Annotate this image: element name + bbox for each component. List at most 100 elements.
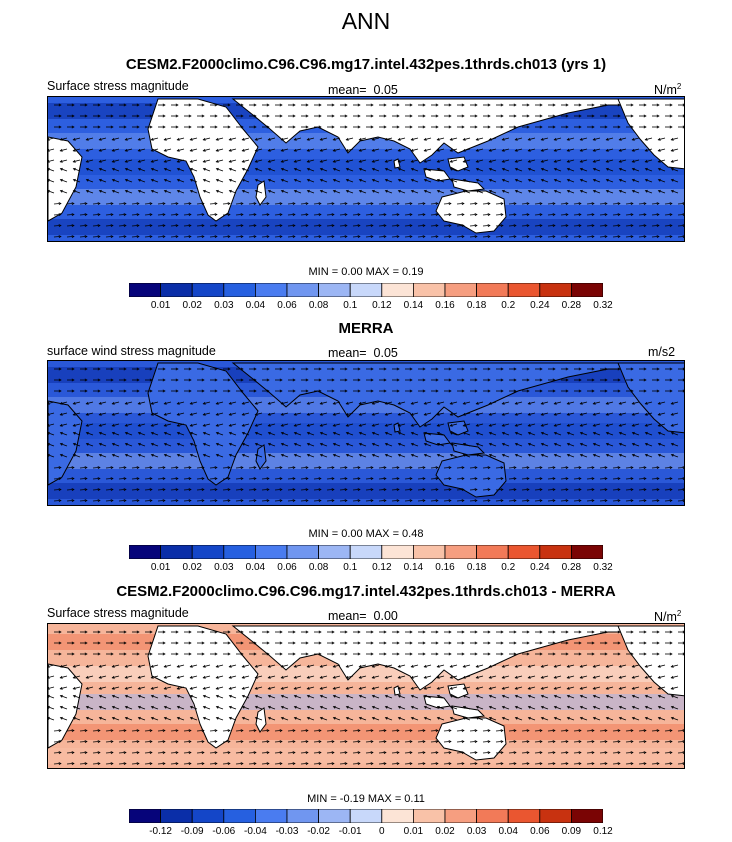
wind-vector xyxy=(398,190,406,194)
wind-vector-head xyxy=(500,224,504,228)
wind-vector-head xyxy=(97,499,101,503)
wind-vector-head xyxy=(565,389,569,393)
wind-vector-head xyxy=(669,488,673,492)
wind-vector xyxy=(430,202,439,205)
wind-vector xyxy=(541,443,549,447)
wind-vector-head xyxy=(163,664,167,668)
wind-vector-head xyxy=(435,488,439,492)
wind-vector-head xyxy=(188,729,192,733)
wind-vector xyxy=(482,466,491,469)
wind-vector-head xyxy=(514,453,518,457)
wind-vector xyxy=(599,751,608,754)
wind-vector-head xyxy=(279,213,283,217)
wind-vector xyxy=(450,706,458,710)
wind-vector-head xyxy=(176,148,180,152)
wind-vector-head xyxy=(578,202,582,206)
wind-vector xyxy=(593,686,601,690)
wind-vector xyxy=(567,454,575,458)
wind-vector-head xyxy=(566,148,570,152)
colorbar-box xyxy=(349,809,383,823)
wind-vector-head xyxy=(618,159,622,163)
wind-vector-head xyxy=(474,224,478,228)
wind-vector xyxy=(48,168,55,172)
wind-vector xyxy=(274,762,283,765)
wind-vector xyxy=(664,740,673,743)
wind-vector xyxy=(307,168,315,172)
wind-vector-head xyxy=(279,389,283,393)
wind-vector-head xyxy=(215,148,219,152)
wind-vector-head xyxy=(449,686,453,690)
wind-vector-head xyxy=(670,148,674,152)
mean-value: 0.05 xyxy=(373,346,398,360)
wind-vector-head xyxy=(552,740,556,744)
wind-vector-head xyxy=(488,664,492,668)
wind-vector xyxy=(339,224,348,227)
wind-vector-head xyxy=(279,114,283,118)
wind-vector-head xyxy=(605,167,609,171)
wind-vector-head xyxy=(124,664,128,668)
wind-vector-head xyxy=(501,401,505,405)
wind-vector xyxy=(573,202,582,205)
wind-vector xyxy=(528,168,536,172)
wind-vector-head xyxy=(280,686,284,690)
wind-vector xyxy=(99,423,107,427)
wind-vector-head xyxy=(669,740,673,744)
wind-vector-head xyxy=(670,716,674,720)
wind-vector xyxy=(164,432,172,436)
wind-vector-head xyxy=(630,740,634,744)
wind-vector xyxy=(248,202,257,205)
wind-vector xyxy=(294,190,302,194)
wind-vector xyxy=(320,695,328,699)
wind-vector xyxy=(593,706,601,710)
wind-vector-head xyxy=(59,167,63,171)
wind-vector xyxy=(229,717,237,721)
wind-vector-head xyxy=(111,664,115,668)
wind-vector-head xyxy=(201,740,205,744)
wind-vector-head xyxy=(579,401,583,405)
wind-vector-head xyxy=(202,442,206,446)
wind-vector xyxy=(528,148,536,152)
wind-vector-head xyxy=(84,125,88,129)
wind-vector-head xyxy=(241,675,245,679)
wind-vector-head xyxy=(266,202,270,206)
wind-vector-head xyxy=(371,705,375,709)
wind-vector xyxy=(60,717,68,721)
wind-vector-head xyxy=(631,148,635,152)
wind-vector xyxy=(424,423,432,427)
wind-vector xyxy=(125,168,133,172)
wind-vector-head xyxy=(240,488,244,492)
wind-vector xyxy=(48,432,55,436)
wind-vector-head xyxy=(592,442,596,446)
wind-vector-head xyxy=(592,686,596,690)
wind-vector-head xyxy=(396,630,400,634)
wind-vector-head xyxy=(566,159,570,163)
wind-vector-head xyxy=(253,641,257,645)
wind-vector-head xyxy=(331,762,335,766)
wind-vector-head xyxy=(488,431,492,435)
wind-vector xyxy=(261,499,270,502)
wind-vector-head xyxy=(345,159,349,163)
wind-vector-head xyxy=(604,202,608,206)
wind-vector-head xyxy=(526,103,530,107)
wind-vector xyxy=(105,224,114,227)
wind-vector-head xyxy=(357,224,361,228)
wind-vector-head xyxy=(240,466,244,470)
wind-vector-head xyxy=(657,694,661,698)
wind-vector-head xyxy=(136,499,140,503)
wind-vector-head xyxy=(98,705,102,709)
wind-vector-head xyxy=(279,630,283,634)
wind-vector-head xyxy=(643,103,647,107)
wind-vector xyxy=(307,706,315,710)
wind-vector xyxy=(534,762,543,765)
wind-vector xyxy=(313,224,322,227)
wind-vector-head xyxy=(682,630,684,634)
wind-vector-head xyxy=(539,499,543,503)
wind-vector-head xyxy=(527,442,531,446)
wind-vector xyxy=(294,706,302,710)
wind-vector-head xyxy=(487,652,491,656)
wind-vector-head xyxy=(228,167,232,171)
wind-vector xyxy=(476,179,484,183)
wind-vector xyxy=(554,423,562,427)
wind-vector-head xyxy=(448,740,452,744)
wind-vector xyxy=(638,740,647,743)
